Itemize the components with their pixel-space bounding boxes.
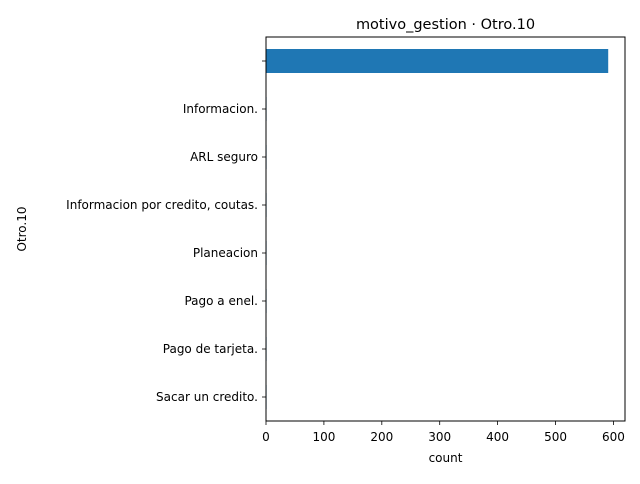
- y-axis-label: Otro.10: [15, 206, 29, 251]
- y-tick-label: ARL seguro: [190, 150, 258, 164]
- x-axis-ticks: 0 100 200 300 400 500 600: [262, 421, 625, 444]
- y-tick-label: Sacar un credito.: [156, 390, 258, 404]
- y-tick-label: Pago a enel.: [184, 294, 258, 308]
- x-tick-label: 500: [544, 430, 567, 444]
- y-tick-label: Informacion por credito, coutas.: [66, 198, 258, 212]
- x-tick-label: 100: [312, 430, 335, 444]
- bars-layer: [266, 49, 609, 409]
- chart-title: motivo_gestion · Otro.10: [356, 17, 535, 33]
- axes-frame: [265, 36, 626, 422]
- y-tick-label: Pago de tarjeta.: [163, 342, 258, 356]
- bar: [266, 49, 609, 73]
- x-tick-label: 600: [602, 430, 625, 444]
- y-tick-label: Planeacion: [193, 246, 258, 260]
- x-tick-label: 200: [370, 430, 393, 444]
- y-axis-ticks: Informacion. ARL seguro Informacion por cr…: [66, 60, 266, 404]
- x-tick-label: 300: [428, 430, 451, 444]
- x-tick-label: 0: [262, 430, 270, 444]
- x-tick-label: 400: [486, 430, 509, 444]
- x-axis-label: count: [429, 451, 463, 465]
- y-tick-label: Informacion.: [183, 102, 258, 116]
